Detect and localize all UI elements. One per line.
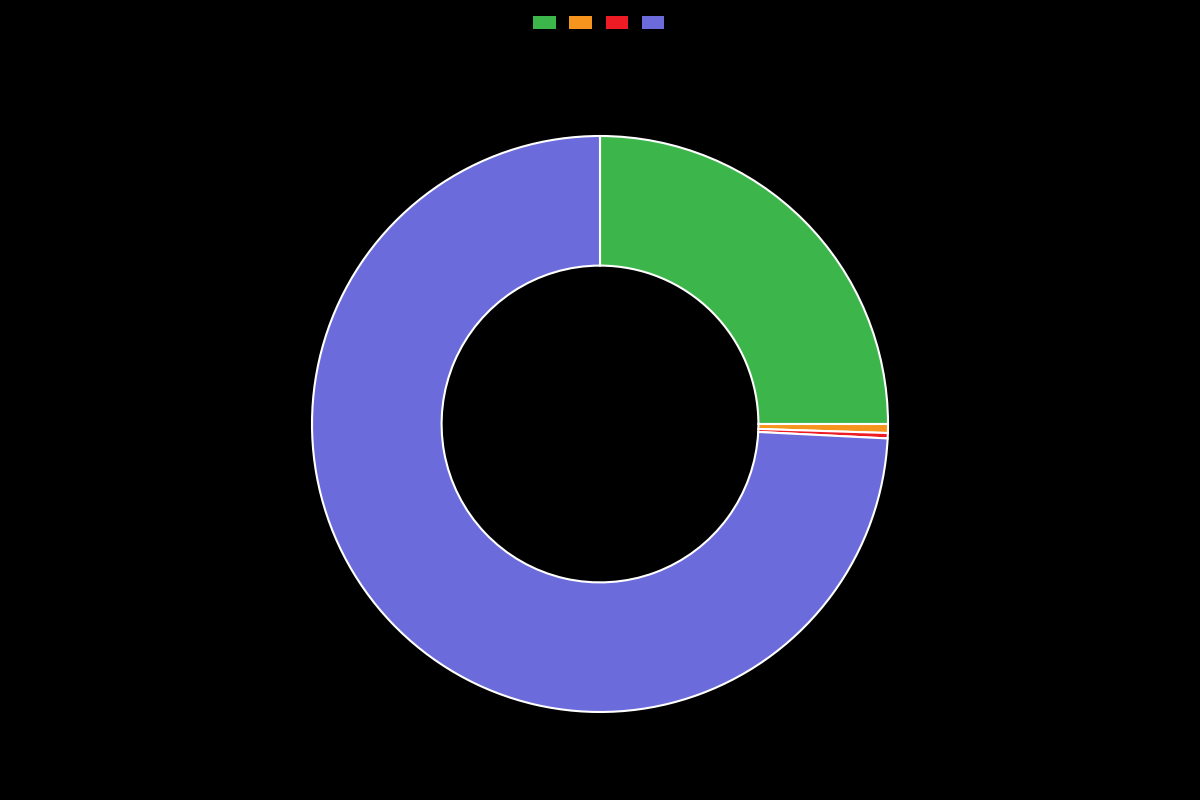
Wedge shape — [758, 429, 888, 438]
Legend: , , , : , , , — [530, 14, 670, 33]
Wedge shape — [758, 424, 888, 433]
Wedge shape — [312, 136, 888, 712]
Wedge shape — [600, 136, 888, 424]
